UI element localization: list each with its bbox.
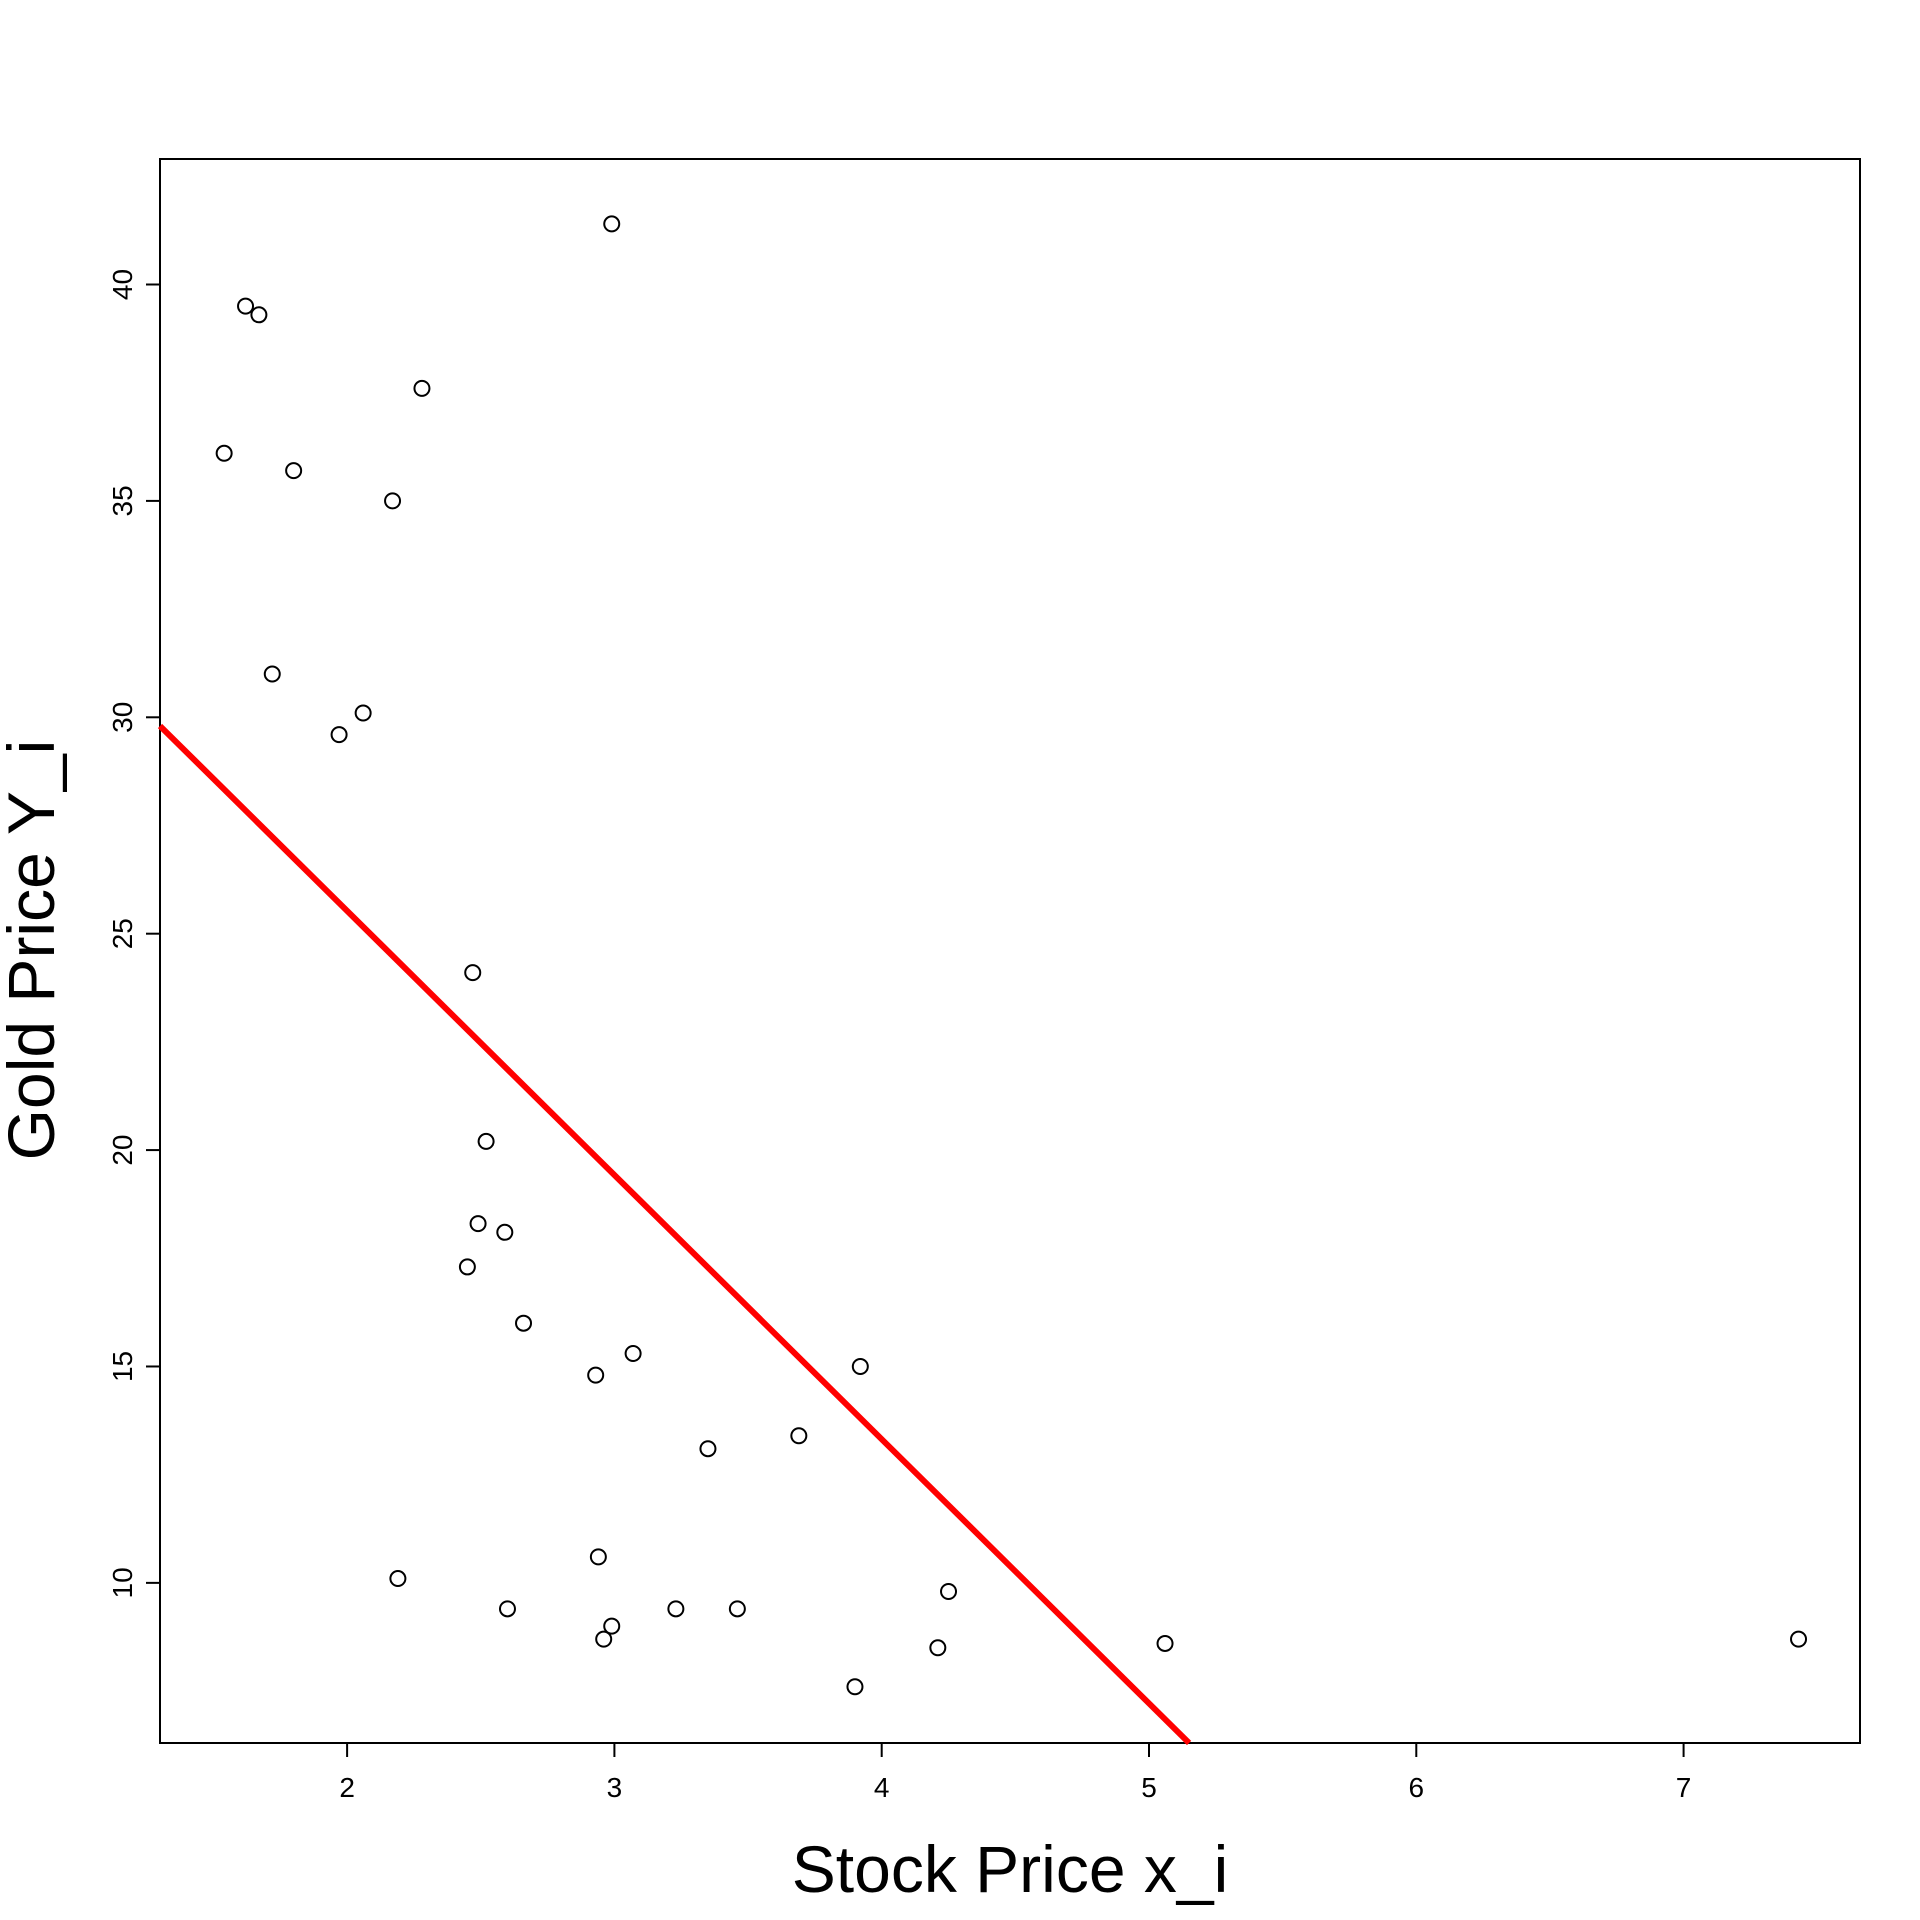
y-tick-label: 20 <box>107 1135 138 1166</box>
data-point <box>851 1357 869 1375</box>
data-point <box>237 297 255 315</box>
data-point <box>384 492 402 510</box>
data-point <box>496 1223 514 1241</box>
regression-line <box>157 723 1192 1746</box>
data-point <box>498 1600 516 1618</box>
data-point <box>595 1630 613 1648</box>
data-point <box>250 306 268 324</box>
data-point <box>603 1617 621 1635</box>
data-point <box>728 1600 746 1618</box>
data-point <box>699 1440 717 1458</box>
x-tick-label: 3 <box>607 1772 623 1803</box>
y-tick-label: 30 <box>107 702 138 733</box>
x-tick-label: 7 <box>1676 1772 1692 1803</box>
data-point <box>846 1678 864 1696</box>
data-point <box>464 964 482 982</box>
y-tick-label: 40 <box>107 269 138 300</box>
data-point <box>940 1583 958 1601</box>
y-tick-label: 25 <box>107 918 138 949</box>
data-point <box>1156 1634 1174 1652</box>
data-point <box>1790 1630 1808 1648</box>
x-axis-title: Stock Price x_i <box>792 1832 1228 1906</box>
x-tick-label: 4 <box>874 1772 890 1803</box>
data-point <box>603 215 621 233</box>
data-point <box>458 1258 476 1276</box>
data-point <box>929 1639 947 1657</box>
data-point <box>330 726 348 744</box>
data-point <box>263 665 281 683</box>
y-axis-title: Gold Price Y_i <box>0 740 68 1161</box>
y-axis: 10 15 20 25 30 35 40 <box>107 269 160 1598</box>
y-tick-label: 15 <box>107 1351 138 1382</box>
x-tick-label: 6 <box>1409 1772 1425 1803</box>
data-point <box>624 1344 642 1362</box>
data-point <box>413 379 431 397</box>
data-point <box>667 1600 685 1618</box>
plot-frame <box>159 158 1861 1744</box>
data-point <box>790 1427 808 1445</box>
data-point <box>589 1548 607 1566</box>
y-tick-label: 35 <box>107 485 138 516</box>
data-point <box>389 1570 407 1588</box>
data-points <box>215 215 1808 1696</box>
data-point <box>469 1215 487 1233</box>
data-point <box>587 1366 605 1384</box>
x-axis: 2 3 4 5 6 7 <box>339 1743 1691 1803</box>
x-tick-label: 2 <box>339 1772 355 1803</box>
data-point <box>285 462 303 480</box>
data-point <box>354 704 372 722</box>
regression-line-group <box>157 723 1192 1746</box>
data-point <box>477 1132 495 1150</box>
y-tick-label: 10 <box>107 1567 138 1598</box>
data-point <box>215 444 233 462</box>
x-tick-label: 5 <box>1141 1772 1157 1803</box>
data-point <box>515 1314 533 1332</box>
